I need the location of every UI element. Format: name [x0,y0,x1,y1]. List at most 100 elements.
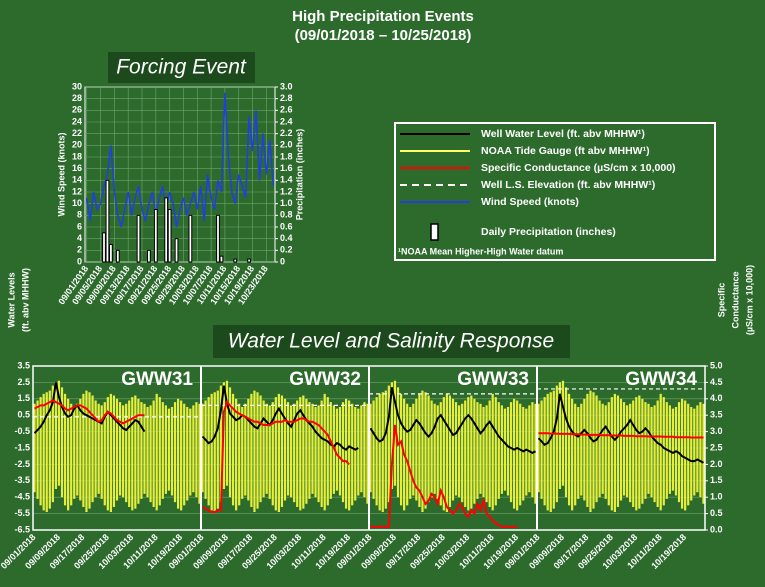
y-axis-label: Water Levels [6,272,16,327]
y2-tick-label: 2.2 [280,128,293,138]
y-tick-label: -2.5 [14,459,30,469]
y-tick-label: 12 [72,186,82,196]
bar [219,255,224,263]
y-tick-label: 28 [72,93,82,103]
y2-tick-label: 0.8 [280,210,293,220]
y2-tick-label: 1.2 [280,186,293,196]
y2-tick-label: 0.4 [280,233,293,243]
y2-tick-label: 0.0 [710,524,723,534]
y2-tick-label: 4.0 [710,393,723,403]
y2-tick-label: 3.5 [710,410,723,420]
bar [174,238,179,263]
y-tick-label: 8 [77,210,82,220]
legend-label: NOAA Tide Gauge (ft abv MHHW¹) [481,145,650,157]
line [538,432,704,439]
y2-axis-label: (µS/cm x 10,000) [744,265,754,335]
y-tick-label: -3.5 [14,475,30,485]
y-tick-label: -1.5 [14,442,30,452]
y2-tick-label: 3.0 [710,426,723,436]
page-subtitle: (09/01/2018 – 10/25/2018) [295,27,472,44]
legend-label: Specific Conductance (µS/cm x 10,000) [481,162,676,174]
y-tick-label: -5.5 [14,508,30,518]
legend-label: Daily Precipitation (inches) [481,226,616,238]
y2-tick-label: 0.5 [710,508,723,518]
y2-tick-label: 2.6 [280,105,293,115]
bar [233,258,238,263]
y2-tick-label: 0.6 [280,221,293,231]
y-tick-label: 6 [77,221,82,231]
panel-title: GWW31 [121,369,193,390]
response-title-box [213,325,570,358]
y2-tick-label: 0.2 [280,245,293,255]
plot-area [84,86,276,263]
legend-swatch [430,223,439,241]
line [537,393,704,464]
y2-tick-label: 1.0 [710,492,723,502]
y2-tick-label: 1.8 [280,151,293,161]
y2-tick-label: 2.0 [280,140,293,150]
bar [247,258,251,263]
y-tick-label: 26 [72,105,82,115]
y-tick-label: 0 [77,256,82,266]
y2-tick-label: 5.0 [710,360,723,370]
y-axis-label: (ft. abv MHHW) [20,268,30,332]
bar [188,214,193,263]
y2-axis-label: Conductance [730,271,740,328]
y-axis-label: Wind Speed (knots) [56,133,66,217]
response-title: Water Level and Salinity Response [228,330,554,353]
bar [167,209,172,263]
y-tick-label: -6.5 [14,524,30,534]
bar [147,249,151,263]
legend-footnote: ¹NOAA Mean Higher-High Water datum [398,246,563,256]
forcing-title-box [108,52,255,83]
bar [115,249,120,263]
y2-tick-label: 1.5 [710,475,723,485]
y2-tick-label: 3.0 [280,81,293,91]
bar [109,244,113,263]
panel-title: GWW32 [289,369,361,390]
y-tick-label: 18 [72,151,82,161]
y2-axis-label: Specific [716,283,726,318]
y2-tick-label: 1.4 [280,175,293,185]
line [370,424,518,528]
y-tick-label: 30 [72,81,82,91]
line [34,399,145,425]
y-tick-label: 3.5 [17,360,30,370]
y2-tick-label: 2.0 [710,459,723,469]
y-tick-label: -0.5 [14,426,30,436]
y-tick-label: 10 [72,198,82,208]
y-tick-label: 0.5 [17,410,30,420]
y2-tick-label: 1.6 [280,163,293,173]
legend-label: Well L.S. Elevation (ft. abv MHHW¹) [481,179,655,191]
bar [105,179,110,263]
legend-label: Well Water Level (ft. abv MHHW¹) [481,128,645,140]
bar [136,214,141,263]
legend-label: Wind Speed (knots) [481,196,579,208]
y-tick-label: 2.5 [17,377,30,387]
y2-tick-label: 2.8 [280,93,293,103]
panel-title: GWW33 [457,369,529,390]
line [85,92,275,228]
bar [102,232,106,263]
bar [216,214,220,263]
line [202,400,350,513]
y-tick-label: 22 [72,128,82,138]
y2-axis-label: Precipitation (inches) [294,129,304,221]
plot-border [32,365,706,531]
y-tick-label: 16 [72,163,82,173]
bar [164,197,169,263]
y2-tick-label: 1.0 [280,198,293,208]
forcing-title: Forcing Event [116,56,247,79]
y-tick-label: -4.5 [14,492,30,502]
line [369,387,536,455]
legend-box [394,122,716,261]
y2-tick-label: 0 [280,256,285,266]
panel-title: GWW34 [625,369,697,390]
y2-tick-label: 2.4 [280,116,293,126]
page-title: High Precipitation Events [292,8,474,25]
y-tick-label: 4 [77,233,82,243]
y-tick-label: 20 [72,140,82,150]
y-tick-label: 14 [72,175,82,185]
line [33,382,146,434]
